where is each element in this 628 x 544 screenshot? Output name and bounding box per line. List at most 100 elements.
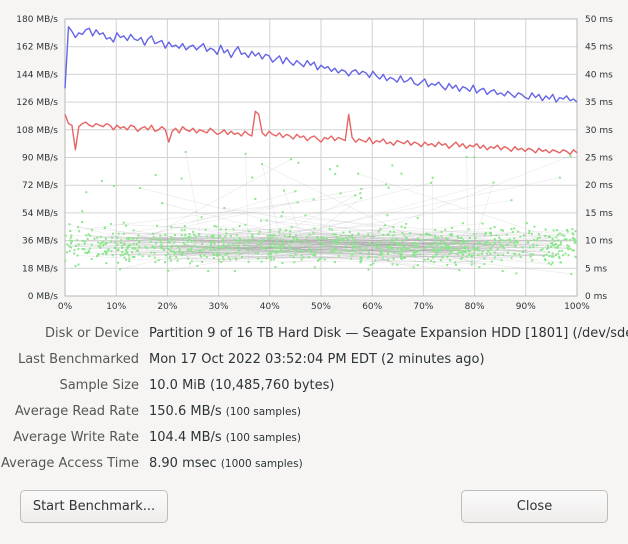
access-time-link (375, 257, 398, 266)
access-time-point (154, 261, 157, 264)
access-time-point (528, 246, 531, 249)
access-time-point (214, 246, 217, 249)
access-time-point (571, 249, 574, 252)
access-time-point (512, 252, 515, 255)
access-time-point (187, 249, 190, 252)
close-button[interactable]: Close (461, 490, 608, 523)
access-time-point (309, 251, 312, 254)
access-time-point (572, 233, 575, 236)
access-time-point (523, 234, 525, 237)
access-time-point (434, 241, 437, 244)
access-time-point (261, 247, 264, 250)
access-time-point (350, 253, 353, 256)
access-time-point (192, 250, 195, 253)
access-time-point (334, 241, 337, 244)
access-time-point (324, 242, 326, 245)
access-time-point (348, 231, 351, 233)
access-time-point (413, 255, 416, 258)
access-time-link (70, 195, 356, 232)
access-time-point (339, 234, 342, 237)
access-time-point (86, 252, 89, 255)
access-time-point (558, 176, 561, 179)
access-time-point (447, 247, 450, 250)
access-time-point (465, 240, 468, 243)
access-time-point (416, 216, 419, 219)
access-time-point (563, 234, 566, 237)
access-time-point (490, 260, 493, 263)
access-time-point (73, 252, 76, 255)
access-time-point (529, 253, 532, 256)
access-time-point (230, 247, 233, 250)
access-time-point (200, 249, 202, 252)
x-tick: 20% (157, 302, 177, 312)
y-tick-left: 108 MB/s (16, 126, 58, 136)
access-time-point (560, 241, 562, 244)
access-time-point (66, 243, 69, 246)
access-time-point (555, 236, 558, 239)
access-time-point (248, 230, 251, 233)
y-tick-right: 35 ms (585, 98, 613, 108)
access-time-point (292, 256, 295, 259)
access-time-point (198, 233, 200, 236)
access-time-point (516, 241, 519, 244)
access-time-point (77, 247, 80, 250)
access-time-point (258, 230, 261, 233)
access-time-point (342, 240, 345, 243)
access-time-point (160, 246, 163, 249)
access-time-point (348, 235, 351, 238)
access-time-point (439, 240, 442, 243)
access-time-point (400, 252, 403, 255)
access-time-link (276, 226, 394, 254)
access-time-point (122, 253, 124, 256)
access-time-point (269, 237, 271, 239)
info-row: Last Benchmarked Mon 17 Oct 2022 03:52:0… (0, 352, 628, 374)
access-time-point (351, 245, 354, 248)
access-time-point (515, 272, 518, 275)
access-time-point (126, 247, 129, 250)
access-time-point (359, 247, 362, 250)
access-time-point (342, 231, 345, 234)
access-time-point (242, 243, 245, 246)
access-time-point (183, 225, 186, 228)
access-time-point (317, 238, 320, 241)
access-time-point (217, 252, 220, 255)
access-time-point (456, 252, 459, 255)
access-time-point (514, 240, 517, 243)
access-time-link (245, 153, 249, 262)
access-time-point (532, 253, 535, 256)
access-time-point (88, 247, 91, 250)
access-time-point (71, 240, 73, 243)
access-time-point (400, 225, 403, 228)
access-time-point (280, 247, 283, 250)
access-time-point (201, 243, 204, 246)
access-time-link (338, 255, 443, 258)
access-time-link (272, 234, 353, 244)
access-time-point (439, 259, 442, 262)
access-time-point (502, 253, 505, 256)
access-time-link (475, 182, 494, 239)
access-time-point (148, 255, 151, 258)
access-time-point (266, 234, 269, 237)
access-time-link (170, 182, 432, 251)
access-time-link (131, 202, 298, 239)
access-time-link (409, 233, 550, 257)
access-time-point (569, 155, 572, 158)
access-time-point (258, 240, 260, 243)
info-label: Disk or Device (45, 326, 139, 341)
start-benchmark-button[interactable]: Start Benchmark... (20, 490, 168, 523)
access-time-point (183, 229, 186, 232)
y-tick-left: 126 MB/s (16, 98, 58, 108)
info-row: Disk or Device Partition 9 of 16 TB Hard… (0, 326, 628, 348)
access-time-point (467, 249, 470, 252)
access-time-point (481, 222, 484, 225)
access-time-link (353, 238, 391, 249)
access-time-point (461, 256, 464, 259)
access-time-link (283, 190, 310, 258)
access-time-link (424, 254, 556, 261)
access-time-point (458, 269, 461, 272)
access-time-point (225, 252, 228, 255)
access-time-point (276, 240, 278, 243)
access-time-point (569, 239, 572, 241)
access-time-point (328, 227, 331, 230)
access-time-point (231, 242, 234, 245)
